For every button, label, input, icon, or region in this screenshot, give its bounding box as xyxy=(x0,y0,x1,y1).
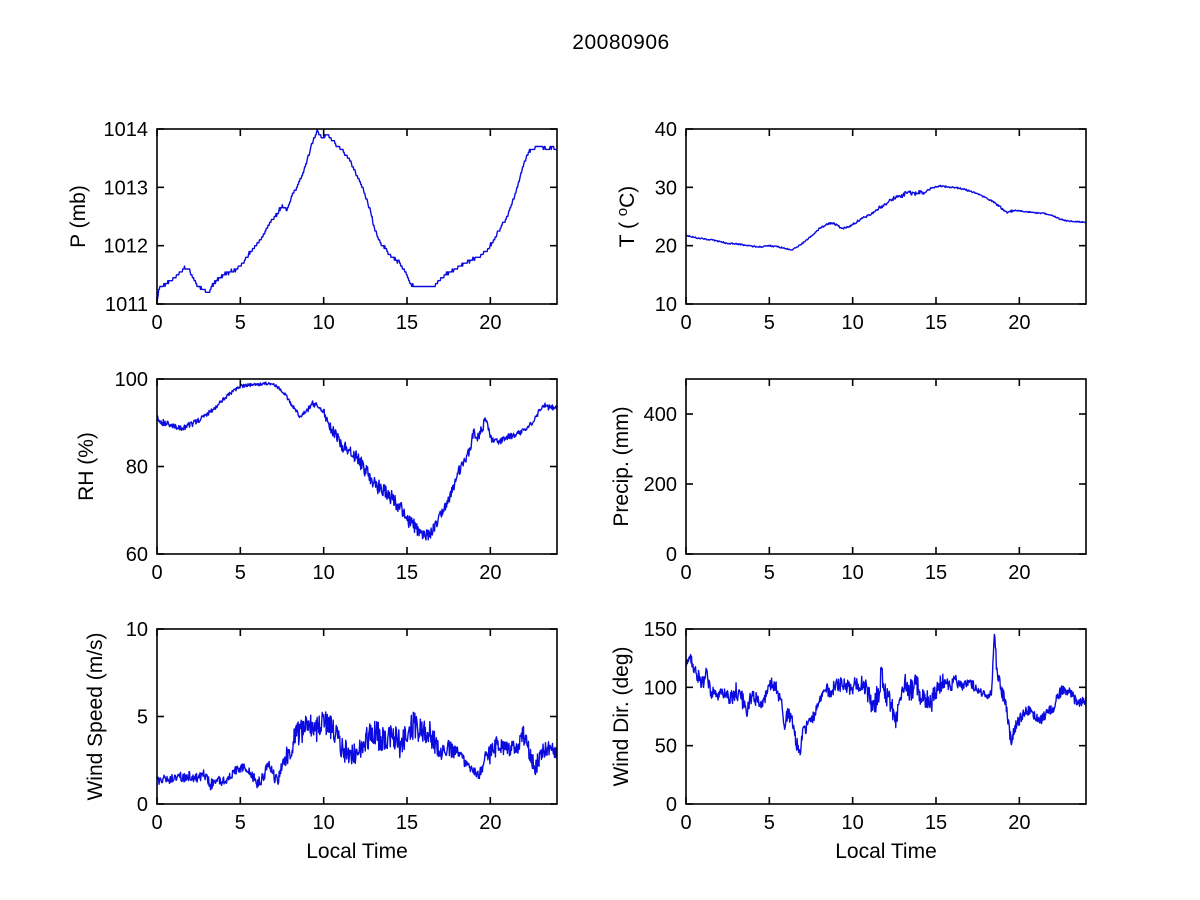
pressure-ytick-label: 1014 xyxy=(104,119,149,141)
winddir-xtick-label: 20 xyxy=(1008,812,1030,834)
winddir-ytick-label: 0 xyxy=(666,794,677,816)
temperature-line xyxy=(685,184,1087,251)
temperature-ytick-label: 20 xyxy=(655,236,677,258)
windspeed-line xyxy=(156,711,558,791)
precip-ytick-label: 400 xyxy=(644,404,677,426)
precip-ytick-label: 0 xyxy=(666,544,677,566)
temperature-ytick-label: 30 xyxy=(655,177,677,199)
pressure-xtick-label: 15 xyxy=(396,312,418,334)
precip-xtick-label: 0 xyxy=(680,562,691,584)
windspeed-ytick-label: 0 xyxy=(137,794,148,816)
pressure-ylabel: P (mb) xyxy=(67,185,90,248)
pressure-xtick-label: 5 xyxy=(235,312,246,334)
humidity-xtick-label: 20 xyxy=(479,562,501,584)
pressure-axes-box xyxy=(156,128,558,305)
windspeed-xtick-label: 10 xyxy=(313,812,335,834)
xlabel-windspeed: Local Time xyxy=(306,840,408,863)
temperature-xtick-label: 0 xyxy=(680,312,691,334)
winddir-ylabel: Wind Dir. (deg) xyxy=(610,646,633,786)
winddir-line xyxy=(685,633,1087,756)
humidity-xtick-label: 0 xyxy=(151,562,162,584)
humidity-ytick-label: 60 xyxy=(126,544,148,566)
humidity-xtick-label: 5 xyxy=(235,562,246,584)
temperature-ytick-label: 40 xyxy=(655,119,677,141)
precip-axes-box xyxy=(685,378,1087,555)
humidity-ytick-label: 80 xyxy=(126,457,148,479)
pressure-ytick-label: 1012 xyxy=(104,236,149,258)
pressure-ytick-label: 1013 xyxy=(104,177,149,199)
winddir-ytick-label: 100 xyxy=(644,677,677,699)
precip-xtick-label: 20 xyxy=(1008,562,1030,584)
windspeed-xtick-label: 5 xyxy=(235,812,246,834)
winddir-ytick-label: 50 xyxy=(655,736,677,758)
pressure-xtick-label: 20 xyxy=(479,312,501,334)
pressure-ytick-label: 1011 xyxy=(105,294,148,316)
windspeed-ylabel: Wind Speed (m/s) xyxy=(84,632,107,800)
windspeed-xtick-label: 0 xyxy=(151,812,162,834)
pressure-xtick-label: 10 xyxy=(313,312,335,334)
xlabel-winddir: Local Time xyxy=(835,840,937,863)
precip-xtick-label: 15 xyxy=(925,562,947,584)
temperature-axes-box xyxy=(685,128,1087,305)
windspeed-xtick-label: 20 xyxy=(479,812,501,834)
figure-title: 20080906 xyxy=(572,31,670,54)
temperature-xtick-label: 20 xyxy=(1008,312,1030,334)
humidity-xtick-label: 15 xyxy=(396,562,418,584)
pressure-xtick-label: 0 xyxy=(151,312,162,334)
winddir-xtick-label: 0 xyxy=(680,812,691,834)
temperature-ytick-label: 10 xyxy=(655,294,677,316)
precip-xtick-label: 10 xyxy=(842,562,864,584)
humidity-ytick-label: 100 xyxy=(115,369,148,391)
winddir-xtick-label: 10 xyxy=(842,812,864,834)
humidity-ylabel: RH (%) xyxy=(75,432,98,501)
humidity-xtick-label: 10 xyxy=(313,562,335,584)
temperature-xtick-label: 10 xyxy=(842,312,864,334)
pressure-line xyxy=(156,128,558,305)
precip-xtick-label: 5 xyxy=(764,562,775,584)
precip-ylabel: Precip. (mm) xyxy=(610,406,633,526)
windspeed-ytick-label: 10 xyxy=(126,619,148,641)
winddir-xtick-label: 5 xyxy=(764,812,775,834)
humidity-line xyxy=(156,381,558,541)
temperature-xtick-label: 5 xyxy=(764,312,775,334)
winddir-xtick-label: 15 xyxy=(925,812,947,834)
temperature-xtick-label: 15 xyxy=(925,312,947,334)
windspeed-xtick-label: 15 xyxy=(396,812,418,834)
windspeed-ytick-label: 5 xyxy=(137,707,148,729)
precip-ytick-label: 200 xyxy=(644,474,677,496)
winddir-axes-box xyxy=(685,628,1087,805)
winddir-ytick-label: 150 xyxy=(644,619,677,641)
temperature-ylabel: T ( oC) xyxy=(614,186,639,248)
